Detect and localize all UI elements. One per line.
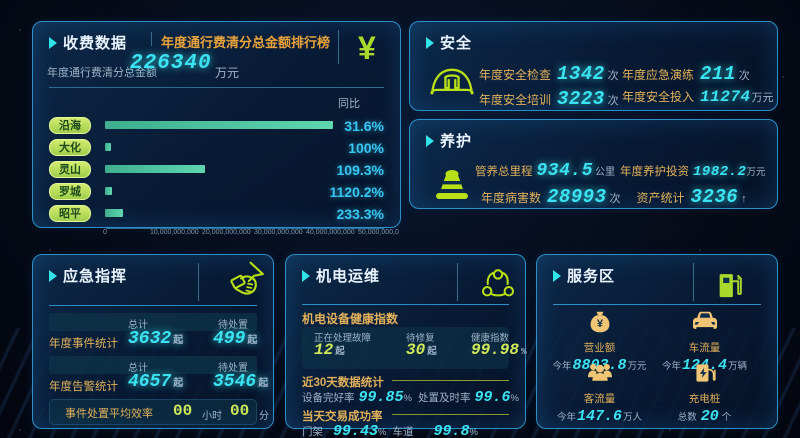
svg-text:¥: ¥ (358, 32, 376, 64)
svg-text:¥: ¥ (596, 318, 603, 330)
